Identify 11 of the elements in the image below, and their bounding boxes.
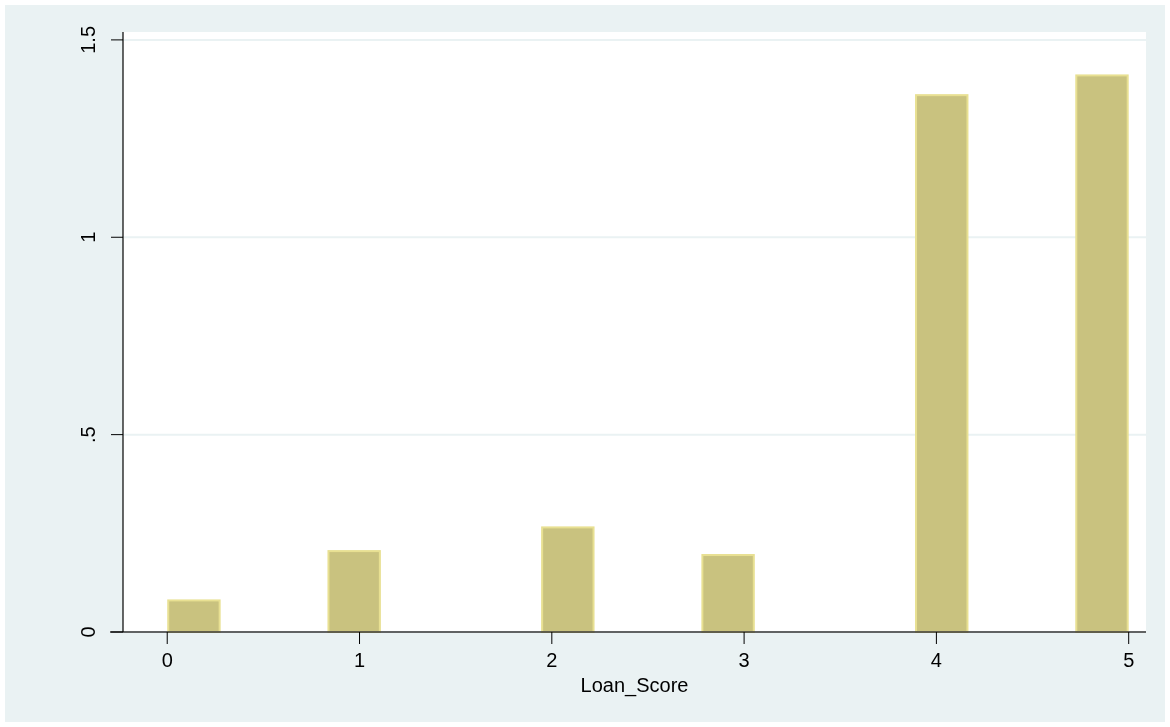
y-tick-label: 1 [77, 231, 99, 243]
x-tick-label: 3 [738, 649, 750, 671]
x-tick-label: 4 [930, 649, 942, 671]
x-tick-label: 0 [161, 649, 173, 671]
x-tick-label: 2 [546, 649, 558, 671]
x-tick-label: 5 [1123, 649, 1135, 671]
y-tick-label: 1.5 [77, 25, 99, 54]
y-tick-label: .5 [77, 426, 99, 443]
x-tick-label: 1 [353, 649, 366, 671]
y-tick-label: 0 [77, 626, 99, 638]
x-axis-title: Loan_Score [580, 674, 689, 697]
